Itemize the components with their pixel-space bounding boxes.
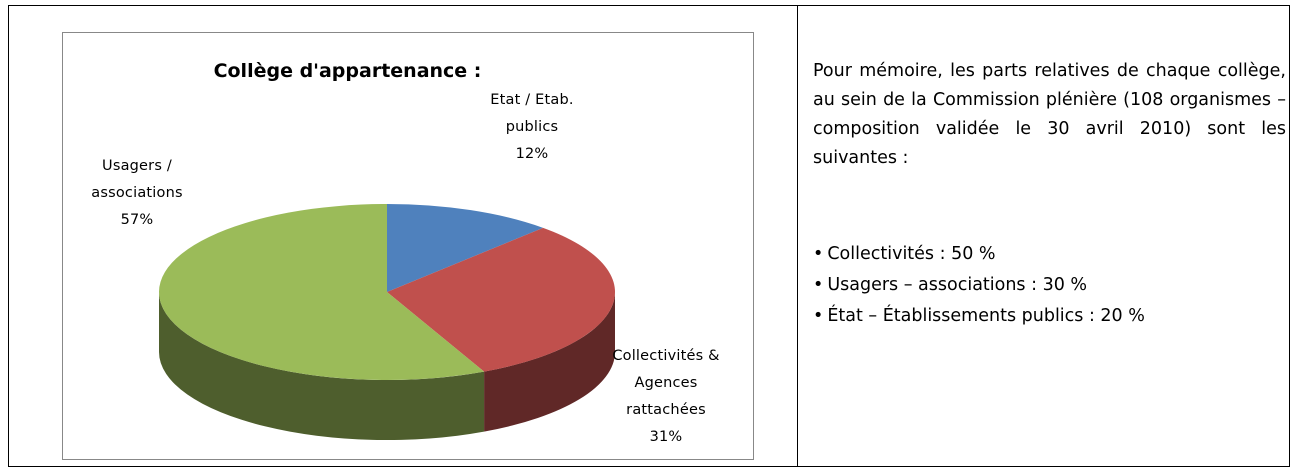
slice-label: Collectivités & Agences rattachées 31% (610, 343, 722, 451)
value-label: 57% (120, 212, 154, 228)
note-item: Usagers – associations : 30 % (813, 270, 1286, 301)
pie-side (484, 292, 615, 432)
chart (158, 204, 615, 440)
pie-slice (387, 204, 544, 292)
chart-title: Collège d'appartenance : (213, 60, 482, 82)
value-label: 12% (515, 146, 549, 162)
note: Pour mémoire, les parts relatives de cha… (813, 57, 1286, 332)
pie-side (159, 292, 485, 440)
pie-slice (387, 227, 615, 372)
category-label: Etat / Etab. publics (490, 92, 574, 135)
note-list: Collectivités : 50 %Usagers – associatio… (813, 239, 1286, 332)
category-label: Collectivités & Agences rattachées (612, 348, 720, 418)
note-item: État – Établissements publics : 20 % (813, 301, 1286, 332)
chart-frame (62, 32, 754, 460)
slice-label: Etat / Etab. publics 12% (462, 87, 602, 168)
category-label: Usagers / associations (91, 158, 183, 201)
pie-slice (158, 204, 485, 380)
value-label: 31% (649, 429, 683, 445)
note-text: Pour mémoire, les parts relatives de cha… (813, 61, 1286, 168)
note-item: Collectivités : 50 % (813, 239, 1286, 270)
cell-divider (797, 5, 798, 467)
table-border (8, 5, 1290, 467)
slice-label: Usagers / associations 57% (72, 153, 202, 234)
